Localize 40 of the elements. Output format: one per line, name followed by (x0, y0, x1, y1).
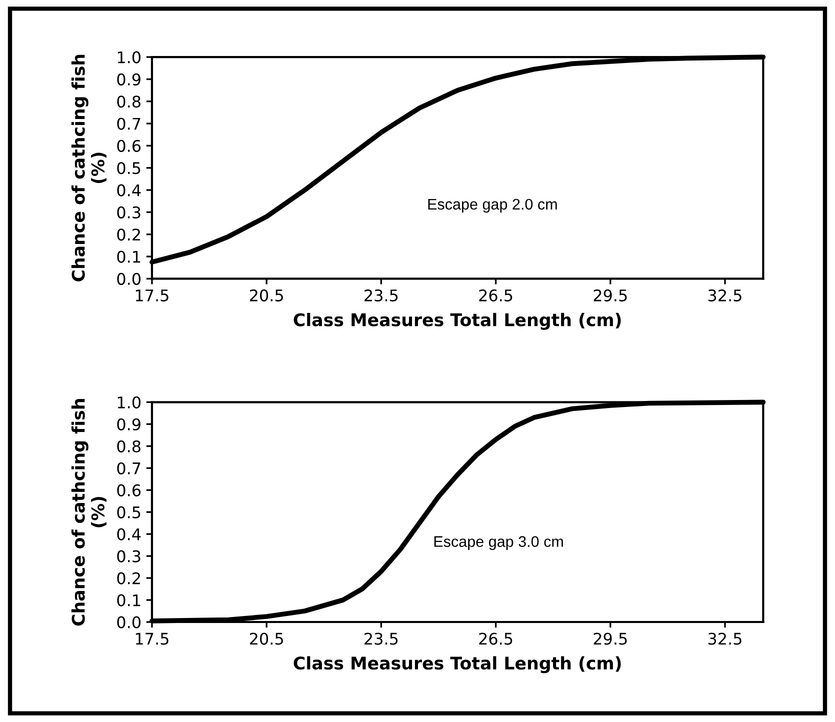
y-tick-label: 0.4 (117, 184, 141, 196)
y-tick-label: 0.7 (117, 118, 140, 130)
y-tick-label: 0.5 (117, 162, 140, 174)
y-tick-label: 0.8 (117, 440, 140, 452)
annotation: Escape gap 3.0 cm (434, 536, 563, 550)
y-tick-label: 0.2 (117, 228, 140, 241)
x-axis-title: Class Measures Total Length (cm) (294, 656, 621, 674)
y-axis-title: Chance of cathcing fish (%) (71, 54, 106, 282)
y-tick-label: 0.3 (117, 550, 140, 562)
y-tick-label: 0.1 (117, 250, 140, 263)
x-axis-title: Class Measures Total Length (cm) (294, 312, 621, 330)
y-tick-label: 0.3 (117, 206, 140, 218)
x-tick-label: 17.5 (136, 632, 168, 645)
x-tick-label: 32.5 (708, 632, 742, 645)
y-tick-label: 0.7 (117, 462, 140, 474)
x-tick-label: 26.5 (479, 289, 512, 302)
y-tick-label: 0.5 (117, 506, 140, 518)
y-tick-label: 0.2 (117, 572, 140, 584)
x-tick-label: 26.5 (479, 632, 512, 645)
y-tick-label: 0.0 (117, 616, 140, 628)
x-tick-label: 23.5 (364, 632, 398, 645)
y-tick-label: 0.8 (117, 96, 140, 108)
y-tick-label: 0.1 (117, 594, 140, 606)
y-tick-label: 0.4 (117, 528, 141, 540)
x-tick-label: 29.5 (594, 632, 627, 645)
y-axis-title: Chance of cathcing fish (%) (71, 399, 106, 626)
y-tick-label: 0.9 (117, 418, 140, 430)
x-tick-label: 29.5 (594, 289, 627, 302)
y-tick-label: 0.0 (117, 272, 140, 285)
y-tick-label: 0.9 (117, 73, 140, 86)
x-tick-label: 32.5 (708, 289, 742, 302)
y-tick-label: 1.0 (118, 396, 140, 408)
y-tick-label: 0.6 (117, 484, 141, 496)
x-tick-label: 23.5 (364, 289, 398, 302)
x-tick-label: 20.5 (250, 289, 283, 302)
x-tick-label: 17.5 (136, 290, 168, 302)
y-tick-label: 1.0 (118, 51, 140, 64)
x-tick-label: 20.5 (250, 632, 283, 645)
annotation: Escape gap 2.0 cm (428, 198, 557, 213)
y-tick-label: 0.6 (117, 140, 141, 152)
